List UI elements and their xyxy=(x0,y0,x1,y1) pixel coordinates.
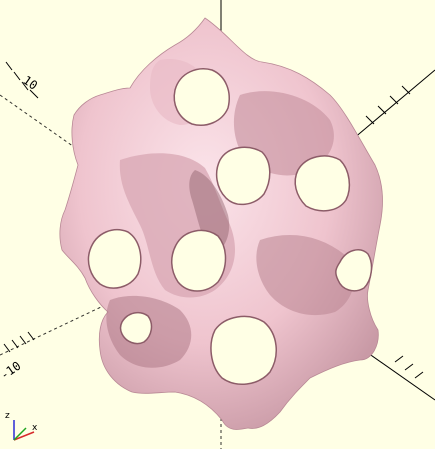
orientation-gizmo: z x xyxy=(5,411,38,441)
hole-upper-center xyxy=(215,146,271,206)
hole-center xyxy=(171,229,227,292)
hole-left xyxy=(87,229,142,289)
gizmo-x-axis xyxy=(13,431,35,441)
axis-ticks-upper-right xyxy=(365,85,411,125)
axis-label-lower-left: -10 xyxy=(0,359,23,383)
hole-top xyxy=(173,68,230,126)
axis-ticks-upper-left xyxy=(5,61,39,99)
model-shade-5 xyxy=(189,170,230,255)
axis-ticks-lower-right xyxy=(394,355,424,379)
gizmo-y-axis xyxy=(13,427,27,441)
gizmo-z-label: z xyxy=(5,411,10,421)
hole-right xyxy=(335,249,373,292)
gizmo-x-label: x xyxy=(32,423,38,433)
lattice-holes xyxy=(87,68,373,385)
hole-lower-left xyxy=(119,311,153,345)
model-shade-3 xyxy=(256,235,354,316)
hole-upper-right xyxy=(294,155,351,212)
gyroid-model[interactable] xyxy=(59,17,383,430)
axis-ticks-lower-left xyxy=(3,331,35,353)
axis-label-upper-left: 10 xyxy=(20,73,40,93)
hole-lower-center xyxy=(210,315,277,385)
